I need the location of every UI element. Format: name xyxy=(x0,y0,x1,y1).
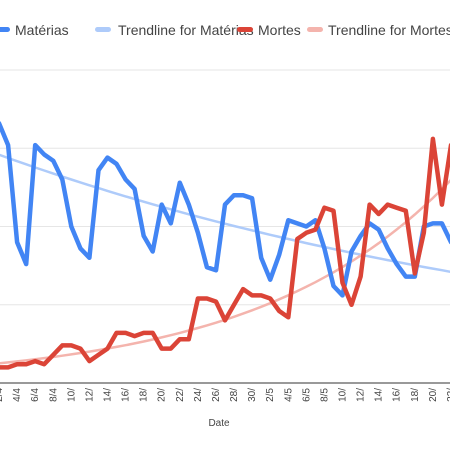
trendline-0 xyxy=(0,153,450,273)
x-tick-label: 10/ xyxy=(338,388,349,402)
gridlines xyxy=(0,69,450,306)
x-tick-label: 20/ xyxy=(428,388,439,402)
x-tick-label: 10/ xyxy=(66,388,77,402)
x-tick-label: 14/ xyxy=(374,388,385,402)
x-tick-label: 18/ xyxy=(410,388,421,402)
x-axis-title: Date xyxy=(208,418,230,429)
legend[interactable]: Matérias Trendline for Matérias Mortes T… xyxy=(0,22,450,38)
x-tick-label: 26/ xyxy=(211,388,222,402)
legend-label-materias: Matérias xyxy=(15,22,69,38)
legend-label-trend-materias: Trendline for Matérias xyxy=(118,22,254,38)
x-tick-label: 30/ xyxy=(247,388,258,402)
x-tick-label: 8/4 xyxy=(48,388,59,402)
series-lines xyxy=(0,121,450,370)
x-tick-label: 14/ xyxy=(103,388,114,402)
x-tick-label: 22/ xyxy=(175,388,186,402)
x-tick-label: 12/ xyxy=(84,388,95,402)
x-tick-label: 2/4 xyxy=(0,388,5,402)
x-tick-label: 16/ xyxy=(121,388,132,402)
series-line-1 xyxy=(0,136,450,370)
x-tick-label: 28/ xyxy=(229,388,240,402)
x-tick-label: 12/ xyxy=(356,388,367,402)
legend-swatch-trend-materias xyxy=(95,27,111,32)
x-tick-label: 6/4 xyxy=(30,388,41,402)
x-tick-label: 6/5 xyxy=(301,388,312,402)
x-tick-labels: 2/4 4/4 6/4 8/4 10/12/14/16/18/20/22/24/26/2… xyxy=(0,388,450,402)
trendlines xyxy=(0,153,450,365)
legend-label-mortes: Mortes xyxy=(258,22,301,38)
legend-swatch-materias xyxy=(0,27,10,32)
legend-label-trend-mortes: Trendline for Mortes xyxy=(328,22,450,38)
x-tick-label: 4/4 xyxy=(12,388,23,402)
x-tick-label: 18/ xyxy=(139,388,150,402)
x-tick-label: 8/5 xyxy=(319,388,330,402)
series-line-0 xyxy=(0,121,450,298)
x-tick-label: 4/5 xyxy=(283,388,294,402)
x-tick-label: 2/5 xyxy=(265,388,276,402)
x-tick-label: 20/ xyxy=(157,388,168,402)
x-tick-label: 16/ xyxy=(392,388,403,402)
x-tick-label: 24/ xyxy=(193,388,204,402)
legend-swatch-trend-mortes xyxy=(307,27,323,32)
legend-swatch-mortes xyxy=(237,27,253,32)
x-tick-label: 22/ xyxy=(446,388,450,402)
